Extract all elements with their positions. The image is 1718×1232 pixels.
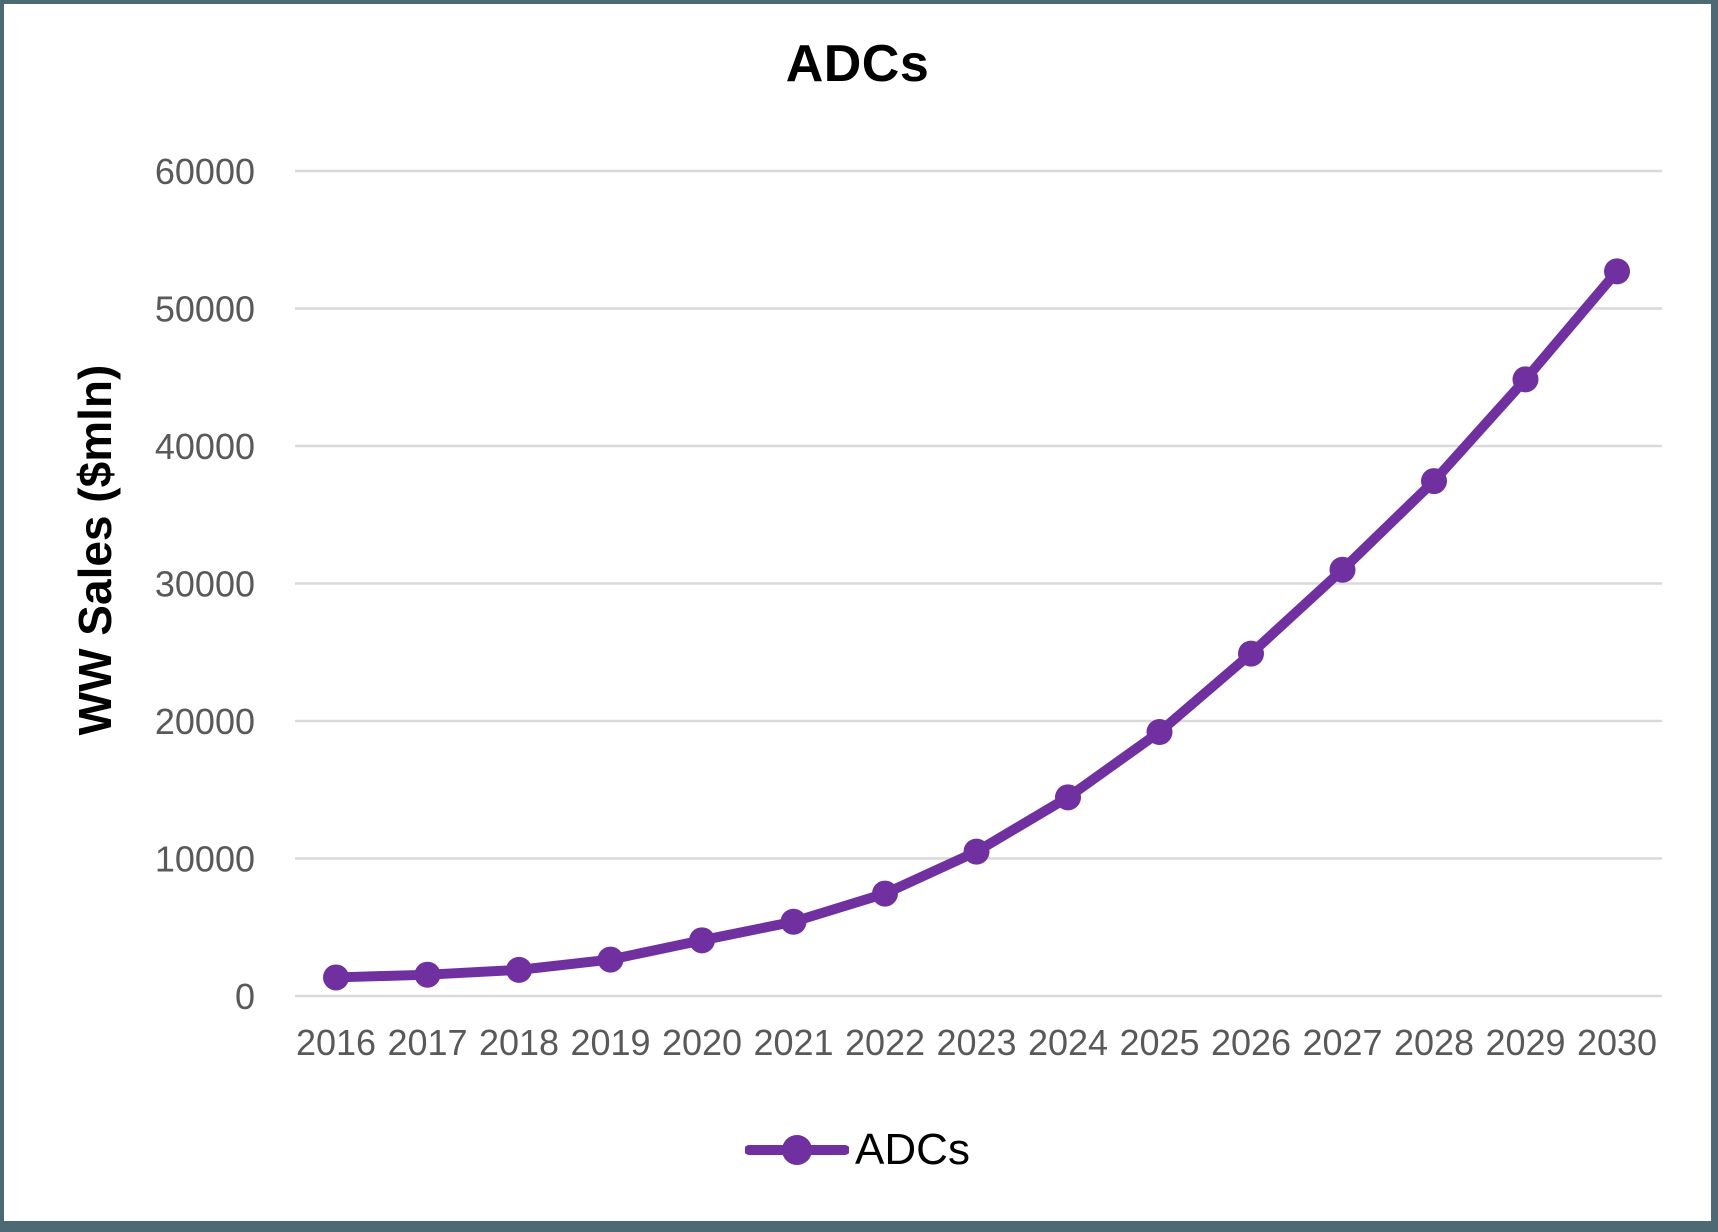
y-tick-label-60000: 60000 <box>155 151 255 192</box>
x-tick-label-2029: 2029 <box>1485 1022 1565 1063</box>
data-point-2029 <box>1512 366 1539 393</box>
x-tick-label-2027: 2027 <box>1302 1022 1382 1063</box>
legend-dot-icon <box>782 1135 813 1165</box>
x-tick-label-2018: 2018 <box>479 1022 559 1063</box>
x-tick-label-2016: 2016 <box>296 1022 376 1063</box>
legend: ADCs <box>4 1125 1711 1174</box>
y-tick-label-40000: 40000 <box>155 426 255 467</box>
data-point-2027 <box>1329 556 1356 583</box>
x-tick-label-2024: 2024 <box>1028 1022 1108 1063</box>
adcs-series-line <box>331 266 1622 983</box>
data-point-2030 <box>1604 258 1630 285</box>
x-tick-label-2030: 2030 <box>1577 1022 1657 1063</box>
x-tick-label-2020: 2020 <box>662 1022 742 1063</box>
data-point-2016 <box>323 964 349 991</box>
y-tick-label-10000: 10000 <box>155 839 255 880</box>
y-tick-label-0: 0 <box>235 976 255 1017</box>
data-point-2022 <box>872 880 898 907</box>
x-tick-label-2019: 2019 <box>570 1022 650 1063</box>
x-tick-label-2028: 2028 <box>1394 1022 1474 1063</box>
data-point-2025 <box>1146 719 1173 745</box>
x-tick-label-2023: 2023 <box>936 1022 1016 1063</box>
x-tick-label-2022: 2022 <box>845 1022 925 1063</box>
x-tick-label-2021: 2021 <box>753 1022 833 1063</box>
data-point-2017 <box>414 961 441 988</box>
x-tick-label-2017: 2017 <box>387 1022 467 1063</box>
chart-title: ADCs <box>785 35 930 93</box>
data-point-2024 <box>1055 784 1081 811</box>
data-point-2028 <box>1421 468 1447 495</box>
legend-marker-line-icon <box>745 1135 850 1165</box>
data-point-2018 <box>506 956 532 983</box>
legend-label: ADCs <box>855 1125 970 1174</box>
plot-area: 0 10000 20000 30000 40000 50000 60000 2016 2017 2… <box>155 151 1662 1063</box>
data-point-2023 <box>963 838 990 865</box>
y-tick-label-50000: 50000 <box>155 289 255 330</box>
x-tick-label-2026: 2026 <box>1211 1022 1291 1063</box>
y-tick-label-20000: 20000 <box>155 701 255 742</box>
data-point-2019 <box>597 946 624 973</box>
x-tick-label-2025: 2025 <box>1119 1022 1199 1063</box>
data-point-2020 <box>689 927 715 954</box>
data-point-2026 <box>1238 640 1264 667</box>
data-point-2021 <box>780 908 807 935</box>
y-tick-label-30000: 30000 <box>155 564 255 605</box>
